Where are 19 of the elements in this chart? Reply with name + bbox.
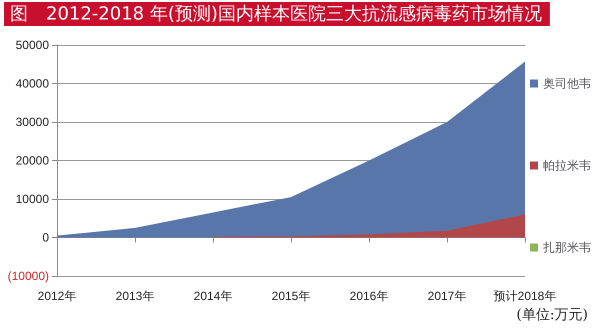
y-tick-label: 50000 [16, 38, 50, 52]
y-tick-label: 40000 [16, 76, 50, 90]
legend-label: 奥司他韦 [543, 76, 591, 90]
y-tick-label: 20000 [16, 154, 50, 168]
x-tick-label: 2015年 [272, 289, 310, 303]
legend-label: 帕拉米韦 [543, 158, 591, 172]
y-tick-label: 0 [42, 230, 50, 244]
legend-label: 扎那米韦 [543, 240, 591, 254]
x-tick-label: 2013年 [116, 289, 154, 303]
chart-title: 图 2012-2018 年(预测)国内样本医院三大抗流感病毒药市场情况 [10, 4, 542, 24]
y-tick-label: 10000 [16, 192, 50, 206]
x-tick-label: 2012年 [38, 289, 76, 303]
x-tick-label: 2016年 [350, 289, 388, 303]
x-tick-label: 2014年 [194, 289, 232, 303]
y-tick-label: 30000 [16, 115, 50, 129]
x-tick-label: 2017年 [428, 289, 466, 303]
text: (单位:万元) [516, 306, 588, 324]
x-tick-label: 预计2018年 [494, 289, 556, 303]
y-tick-label: (10000) [8, 269, 49, 283]
